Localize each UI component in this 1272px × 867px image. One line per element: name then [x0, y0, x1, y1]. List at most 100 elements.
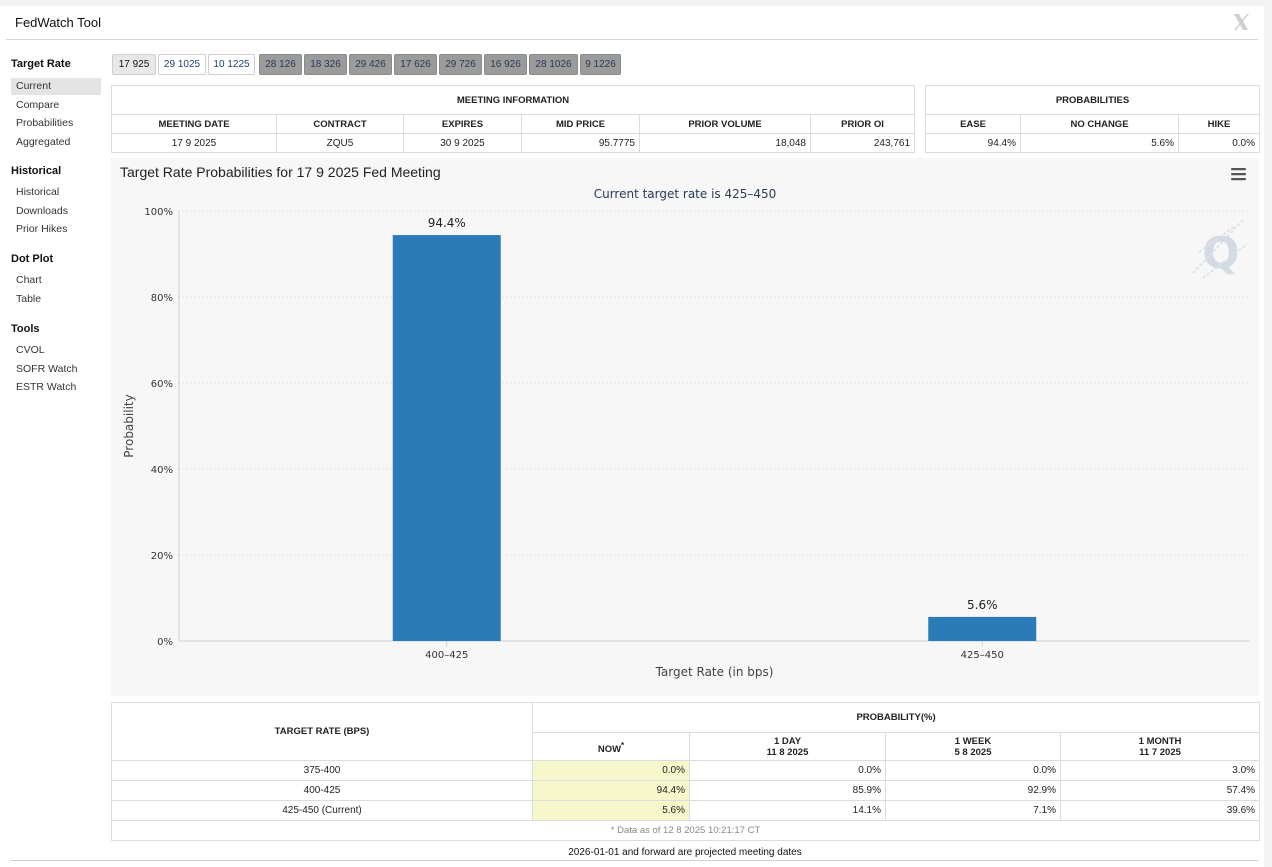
y-tick-label: 80% [151, 293, 173, 304]
tab-meeting-29-426[interactable]: 29 426 [349, 54, 392, 75]
probability-cell: 3.0% [1059, 760, 1261, 781]
sidebar-item-historical[interactable]: Historical [16, 186, 60, 198]
probability-cell: 7.1% [885, 800, 1061, 821]
probability-history-table: TARGET RATE (BPS) PROBABILITY(%) NOW* 1 D… [110, 702, 1261, 841]
y-axis-title: Probability [122, 394, 136, 457]
x-tick-label: 425–450 [961, 650, 1004, 661]
tab-meeting-16-926[interactable]: 16 926 [484, 54, 527, 75]
y-tick-label: 40% [151, 465, 173, 476]
hamburger-icon[interactable] [1230, 166, 1248, 182]
chart-title: Target Rate Probabilities for 17 9 2025 … [120, 164, 441, 180]
sidebar-item-prior-hikes[interactable]: Prior Hikes [16, 223, 68, 236]
header-ease: EASE [925, 114, 1021, 134]
col-label: 1 DAY [773, 735, 802, 747]
table-row: 400-425 94.4% 85.9% 92.9% 57.4% [111, 780, 1261, 801]
table-row: 375-400 0.0% 0.0% 0.0% 3.0% [111, 760, 1261, 781]
col-date: 11 8 2025 [766, 746, 809, 758]
sidebar-item-compare[interactable]: Compare [16, 98, 60, 111]
probability-cell: 57.4% [1059, 780, 1261, 801]
col-date: 5 8 2025 [954, 746, 992, 758]
sidebar-item-cvol[interactable]: CVOL [16, 344, 45, 356]
sidebar-item-current[interactable]: Current [11, 78, 101, 95]
sidebar-item-probabilities[interactable]: Probabilities [16, 117, 74, 130]
probability-cell: 94.4% [532, 780, 690, 801]
chart-subtitle: Current target rate is 425–450 [594, 187, 777, 201]
tab-meeting-10-1225[interactable]: 10 1225 [208, 54, 255, 75]
target-rate-cell: 425-450 (Current) [111, 800, 533, 821]
sidebar-item-downloads[interactable]: Downloads [16, 204, 68, 217]
right-scroll-gutter [1264, 0, 1272, 867]
sidebar-item-sofr-watch[interactable]: SOFR Watch [16, 362, 78, 375]
close-icon[interactable] [1230, 11, 1252, 33]
app-header: FedWatch Tool [6, 6, 1258, 40]
col-label: NOW [597, 744, 622, 756]
meeting-info-title: MEETING INFORMATION [110, 85, 916, 115]
prior-oi-value: 243,761 [809, 133, 916, 153]
bar-data-label: 5.6% [967, 598, 998, 612]
header-prior-oi: PRIOR OI [809, 114, 916, 134]
probability-cell: 39.6% [1059, 800, 1261, 821]
nav-heading-target-rate: Target Rate [11, 58, 71, 70]
prob-col-header: 1 MONTH 11 7 2025 [1059, 732, 1261, 761]
target-rate-cell: 400-425 [111, 780, 533, 801]
y-tick-label: 20% [151, 551, 173, 562]
tab-meeting-28-1026[interactable]: 28 1026 [529, 54, 578, 75]
sidebar-item-table[interactable]: Table [16, 292, 42, 305]
prob-col-header: 1 DAY 11 8 2025 [689, 732, 886, 761]
footer-divider [10, 860, 1258, 861]
app-title: FedWatch Tool [15, 15, 101, 30]
tab-meeting-28-126[interactable]: 28 126 [259, 54, 302, 75]
probability-cell: 92.9% [885, 780, 1061, 801]
projected-dates-note: 2026-01-01 and forward are projected mee… [568, 847, 802, 858]
bar-data-label: 94.4% [428, 216, 466, 230]
target-rate-cell: 375-400 [111, 760, 533, 781]
probability-cell: 0.0% [689, 760, 886, 781]
target-rate-header: TARGET RATE (BPS) [111, 702, 533, 761]
prob-col-header: 1 WEEK 5 8 2025 [885, 732, 1061, 761]
header-mid-price: MID PRICE [521, 114, 640, 134]
nav-heading-historical: Historical [11, 165, 62, 177]
y-tick-label: 0% [157, 637, 173, 648]
tab-meeting-17-626[interactable]: 17 626 [394, 54, 437, 75]
sidebar-item-chart[interactable]: Chart [16, 274, 42, 286]
tab-meeting-9-1226[interactable]: 9 1226 [580, 54, 621, 75]
prob-col-header: NOW* [532, 732, 690, 761]
contract-value: ZQU5 [276, 133, 404, 153]
probabilities-summary-table: PROBABILITIES EASE NO CHANGE HIKE 94.4% … [924, 85, 1261, 153]
expires-value: 30 9 2025 [403, 133, 522, 153]
probability-cell: 14.1% [689, 800, 886, 821]
hike-value: 0.0% [1177, 133, 1261, 153]
header-prior-volume: PRIOR VOLUME [639, 114, 811, 134]
header-hike: HIKE [1177, 114, 1261, 134]
col-date: 11 7 2025 [1139, 746, 1181, 758]
meeting-information-table: MEETING INFORMATION MEETING DATE CONTRAC… [110, 85, 916, 153]
probability-cell: 85.9% [689, 780, 886, 801]
x-tick-label: 400–425 [425, 650, 468, 661]
tab-meeting-17-925[interactable]: 17 925 [112, 54, 156, 75]
top-frame [0, 0, 1272, 6]
bar-1 [392, 235, 501, 641]
header-meeting-date: MEETING DATE [111, 114, 277, 134]
probabilities-title: PROBABILITIES [924, 85, 1261, 115]
tab-meeting-29-1025[interactable]: 29 1025 [158, 54, 206, 75]
sidebar-item-estr-watch[interactable]: ESTR Watch [16, 381, 77, 394]
chart-panel [111, 158, 1259, 696]
header-expires: EXPIRES [403, 114, 522, 134]
ease-value: 94.4% [925, 133, 1021, 153]
table-row: 425-450 (Current) 5.6% 14.1% 7.1% 39.6% [111, 800, 1261, 821]
watermark-lines-icon [1192, 219, 1248, 279]
x-axis-title: Target Rate (in bps) [655, 665, 774, 679]
meeting-date-value: 17 9 2025 [111, 133, 277, 153]
probability-bar-chart: Target Rate Probabilities for 17 9 2025 … [120, 164, 1250, 679]
asterisk-mark: * [621, 741, 625, 751]
probability-cell: 5.6% [532, 800, 690, 821]
sidebar-item-aggregated[interactable]: Aggregated [16, 136, 71, 149]
probability-cell: 0.0% [532, 760, 690, 781]
tab-meeting-18-326[interactable]: 18 326 [304, 54, 347, 75]
probability-cell: 0.0% [885, 760, 1061, 781]
y-tick-label: 60% [151, 379, 173, 390]
prior-volume-value: 18,048 [639, 133, 811, 153]
header-contract: CONTRACT [276, 114, 404, 134]
tab-meeting-29-726[interactable]: 29 726 [439, 54, 482, 75]
header-no-change: NO CHANGE [1020, 114, 1179, 134]
